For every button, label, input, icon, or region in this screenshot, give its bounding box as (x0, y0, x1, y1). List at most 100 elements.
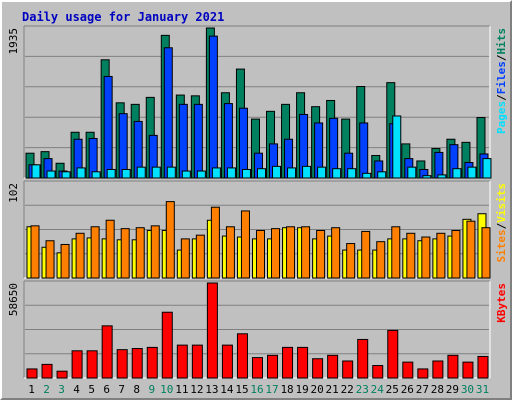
max-label-visits: 102 (7, 183, 20, 203)
bar-sites-day-31 (481, 227, 491, 279)
bar-kbytes-day-10 (161, 311, 173, 379)
day-label-18: 18 (280, 383, 293, 396)
bar-sites-day-16 (255, 230, 265, 279)
day-label-10: 10 (160, 383, 173, 396)
legend-visits: Visits (495, 183, 508, 223)
bar-sites-day-11 (180, 238, 190, 279)
bar-kbytes-day-24 (372, 365, 384, 379)
bar-kbytes-day-1 (26, 368, 38, 379)
day-label-22: 22 (341, 383, 354, 396)
legend-sites-visits: Sites/Visits (495, 183, 508, 263)
bar-sites-day-15 (240, 210, 250, 279)
day-label-29: 29 (446, 383, 459, 396)
bar-pages-day-29 (452, 168, 462, 179)
day-label-8: 8 (133, 383, 140, 396)
day-label-12: 12 (190, 383, 203, 396)
day-label-11: 11 (175, 383, 188, 396)
bar-pages-day-23 (362, 172, 372, 179)
bar-kbytes-day-11 (176, 344, 188, 379)
bar-pages-day-26 (407, 166, 417, 179)
bar-sites-day-26 (406, 232, 416, 279)
day-label-4: 4 (73, 383, 80, 396)
bar-pages-day-25 (392, 115, 402, 179)
bar-sites-day-3 (60, 243, 70, 279)
bar-files-day-15 (238, 107, 248, 179)
bar-files-day-23 (359, 122, 369, 179)
day-label-17: 17 (265, 383, 278, 396)
legend-kbytes: KBytes (495, 283, 508, 323)
bar-pages-day-7 (121, 168, 131, 179)
day-label-3: 3 (58, 383, 65, 396)
day-label-7: 7 (118, 383, 125, 396)
bar-kbytes-day-12 (191, 344, 203, 379)
bar-files-day-14 (223, 103, 233, 179)
bar-sites-day-19 (301, 226, 311, 279)
bar-files-day-13 (208, 35, 218, 179)
legend-pages: Pages (495, 101, 508, 134)
bar-sites-day-5 (90, 226, 100, 279)
bar-kbytes-day-20 (312, 358, 324, 379)
bar-pages-day-13 (211, 167, 221, 179)
bar-pages-day-30 (467, 166, 477, 179)
bar-sites-day-9 (150, 225, 160, 279)
legend-separator: / (495, 222, 508, 229)
bar-pages-day-8 (136, 166, 146, 179)
bar-sites-day-25 (391, 226, 401, 279)
bar-kbytes-day-26 (402, 361, 414, 379)
day-label-30: 30 (461, 383, 474, 396)
legend-separator: / (495, 94, 508, 101)
bar-files-day-7 (118, 113, 128, 179)
day-label-19: 19 (295, 383, 308, 396)
bar-sites-day-23 (361, 230, 371, 279)
bar-kbytes-day-19 (297, 346, 309, 379)
bar-files-day-6 (103, 75, 113, 179)
bar-pages-day-6 (106, 168, 116, 179)
bar-pages-day-2 (46, 170, 56, 179)
bar-pages-day-10 (166, 166, 176, 179)
bar-sites-day-28 (436, 232, 446, 279)
bar-sites-day-8 (135, 227, 145, 279)
bar-sites-day-6 (105, 219, 115, 279)
bar-kbytes-day-30 (462, 361, 474, 379)
legend-separator: / (495, 54, 508, 61)
bar-sites-day-17 (271, 228, 281, 279)
legend-files: Files (495, 61, 508, 94)
bar-sites-day-21 (331, 227, 341, 279)
bar-sites-day-22 (346, 243, 356, 279)
bar-files-day-10 (163, 47, 173, 179)
legend-sites: Sites (495, 229, 508, 262)
bar-sites-day-30 (466, 220, 476, 279)
bar-kbytes-day-7 (116, 349, 128, 379)
bar-sites-day-1 (30, 225, 40, 279)
day-label-24: 24 (371, 383, 385, 396)
bar-pages-day-3 (61, 171, 71, 179)
day-label-9: 9 (148, 383, 155, 396)
day-label-16: 16 (250, 383, 263, 396)
bar-kbytes-day-18 (282, 346, 294, 379)
legend-kbytes: KBytes (495, 283, 508, 323)
bar-kbytes-day-16 (251, 357, 263, 379)
bar-pages-day-15 (241, 168, 251, 179)
bar-pages-day-5 (91, 171, 101, 179)
bar-kbytes-day-17 (267, 354, 279, 379)
bar-files-day-28 (434, 151, 444, 179)
bar-sites-day-14 (225, 226, 235, 279)
bar-pages-day-27 (422, 175, 432, 179)
bar-sites-day-4 (75, 232, 85, 279)
bar-kbytes-day-22 (342, 360, 354, 379)
day-label-6: 6 (103, 383, 110, 396)
bar-kbytes-day-2 (41, 363, 53, 379)
bar-kbytes-day-25 (387, 329, 399, 379)
day-label-2: 2 (43, 383, 50, 396)
bar-kbytes-day-6 (101, 325, 113, 379)
bar-pages-day-28 (437, 174, 447, 179)
day-label-27: 27 (416, 383, 429, 396)
legend-hits-files-pages: Pages/Files/Hits (495, 28, 508, 134)
bar-pages-day-9 (151, 166, 161, 179)
bar-kbytes-day-14 (221, 344, 233, 379)
max-label-kbytes: 58650 (7, 283, 20, 316)
chart-title: Daily usage for January 2021 (22, 10, 225, 24)
bar-pages-day-1 (31, 164, 41, 179)
bar-sites-day-29 (451, 230, 461, 279)
